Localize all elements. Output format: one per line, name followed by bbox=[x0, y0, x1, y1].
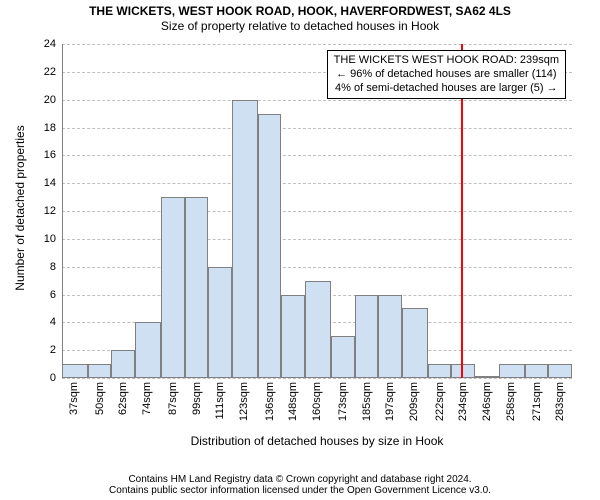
chart-title: THE WICKETS, WEST HOOK ROAD, HOOK, HAVER… bbox=[0, 0, 600, 18]
histogram-bar bbox=[161, 197, 185, 378]
y-tick-label: 4 bbox=[0, 316, 56, 328]
x-tick-label: 74sqm bbox=[141, 382, 153, 432]
histogram-bar bbox=[331, 336, 355, 378]
x-tick-label: 222sqm bbox=[434, 382, 446, 432]
histogram-bar bbox=[525, 364, 549, 378]
histogram-bar bbox=[281, 295, 305, 379]
gridline bbox=[62, 267, 572, 268]
histogram-bar bbox=[499, 364, 525, 378]
x-axis-line bbox=[62, 377, 572, 378]
x-tick-label: 271sqm bbox=[531, 382, 543, 432]
histogram-bar bbox=[88, 364, 112, 378]
y-tick-label: 16 bbox=[0, 149, 56, 161]
y-tick-label: 6 bbox=[0, 289, 56, 301]
x-tick-label: 197sqm bbox=[384, 382, 396, 432]
x-tick-label: 123sqm bbox=[238, 382, 250, 432]
x-tick-label: 283sqm bbox=[554, 382, 566, 432]
x-tick-label: 87sqm bbox=[167, 382, 179, 432]
plot-area: THE WICKETS WEST HOOK ROAD: 239sqm← 96% … bbox=[62, 44, 572, 378]
x-tick-label: 258sqm bbox=[505, 382, 517, 432]
y-axis-label: Number of detached properties bbox=[13, 108, 27, 308]
x-tick-label: 50sqm bbox=[94, 382, 106, 432]
footer-attribution: Contains HM Land Registry data © Crown c… bbox=[0, 474, 600, 496]
histogram-bar bbox=[548, 364, 572, 378]
gridline bbox=[62, 378, 572, 379]
histogram-bar bbox=[111, 350, 135, 378]
gridline bbox=[62, 44, 572, 45]
y-tick-label: 2 bbox=[0, 344, 56, 356]
x-tick-label: 246sqm bbox=[481, 382, 493, 432]
y-tick-label: 24 bbox=[0, 38, 56, 50]
y-tick-label: 0 bbox=[0, 372, 56, 384]
x-tick-label: 234sqm bbox=[457, 382, 469, 432]
annotation-line: 4% of semi-detached houses are larger (5… bbox=[334, 82, 559, 96]
x-tick-label: 111sqm bbox=[214, 382, 226, 432]
footer-line-1: Contains HM Land Registry data © Crown c… bbox=[0, 474, 600, 485]
y-tick-label: 12 bbox=[0, 205, 56, 217]
histogram-bar bbox=[428, 364, 452, 378]
histogram-bar bbox=[232, 100, 258, 378]
y-tick-label: 22 bbox=[0, 66, 56, 78]
histogram-bar bbox=[402, 308, 428, 378]
histogram-bar bbox=[378, 295, 402, 379]
x-tick-label: 173sqm bbox=[337, 382, 349, 432]
chart-subtitle: Size of property relative to detached ho… bbox=[0, 18, 600, 33]
y-tick-label: 14 bbox=[0, 177, 56, 189]
gridline bbox=[62, 100, 572, 101]
footer-line-2: Contains public sector information licen… bbox=[0, 485, 600, 496]
x-tick-label: 37sqm bbox=[68, 382, 80, 432]
histogram-bar bbox=[62, 364, 88, 378]
annotation-box: THE WICKETS WEST HOOK ROAD: 239sqm← 96% … bbox=[327, 50, 566, 99]
x-axis-label: Distribution of detached houses by size … bbox=[62, 434, 572, 448]
histogram-bar bbox=[355, 295, 379, 379]
gridline bbox=[62, 128, 572, 129]
x-tick-label: 209sqm bbox=[408, 382, 420, 432]
annotation-line: THE WICKETS WEST HOOK ROAD: 239sqm bbox=[334, 54, 559, 68]
x-tick-label: 136sqm bbox=[264, 382, 276, 432]
annotation-line: ← 96% of detached houses are smaller (11… bbox=[334, 68, 559, 82]
gridline bbox=[62, 183, 572, 184]
y-tick-label: 18 bbox=[0, 122, 56, 134]
chart-container: THE WICKETS, WEST HOOK ROAD, HOOK, HAVER… bbox=[0, 0, 600, 500]
y-axis-line bbox=[62, 44, 63, 378]
gridline bbox=[62, 211, 572, 212]
histogram-bar bbox=[185, 197, 209, 378]
gridline bbox=[62, 239, 572, 240]
x-tick-label: 99sqm bbox=[191, 382, 203, 432]
y-tick-label: 10 bbox=[0, 233, 56, 245]
gridline bbox=[62, 155, 572, 156]
x-tick-label: 160sqm bbox=[311, 382, 323, 432]
x-tick-label: 185sqm bbox=[361, 382, 373, 432]
x-tick-label: 148sqm bbox=[287, 382, 299, 432]
y-tick-label: 20 bbox=[0, 94, 56, 106]
histogram-bar bbox=[135, 322, 161, 378]
y-tick-label: 8 bbox=[0, 261, 56, 273]
histogram-bar bbox=[258, 114, 282, 378]
histogram-bar bbox=[208, 267, 232, 378]
histogram-bar bbox=[305, 281, 331, 378]
x-tick-label: 62sqm bbox=[117, 382, 129, 432]
